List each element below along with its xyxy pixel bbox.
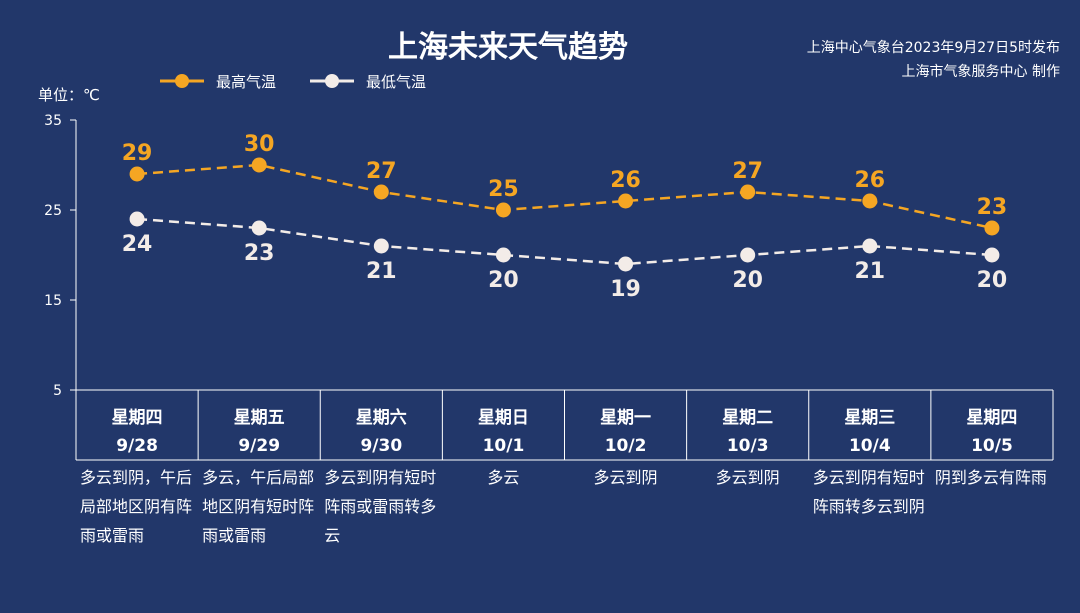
- low-temp-label: 20: [732, 268, 763, 293]
- day-description: 多云: [487, 468, 520, 487]
- high-temp-label: 29: [122, 141, 153, 166]
- day-description: 多云到阴: [593, 468, 658, 487]
- day-weekday: 星期三: [844, 408, 895, 428]
- legend-swatch-high: [160, 74, 204, 88]
- day-date: 9/28: [116, 436, 158, 456]
- high-temp-point: [495, 202, 511, 218]
- legend-label-high: 最高气温: [216, 72, 277, 91]
- issuer-info: 上海中心气象台2023年9月27日5时发布 上海市气象服务中心 制作: [807, 36, 1060, 84]
- legend-swatch-low: [310, 74, 355, 88]
- y-tick-label: 25: [44, 203, 62, 219]
- legend: 最高气温 最低气温: [160, 70, 460, 92]
- day-weekday: 星期四: [966, 408, 1017, 428]
- high-temp-point: [373, 184, 389, 200]
- high-temp-label: 26: [610, 168, 641, 193]
- day-description: 多云到阴有短时阵雨或雷雨转多云: [324, 468, 437, 545]
- high-temp-label: 27: [366, 159, 397, 184]
- low-temp-label: 21: [855, 259, 886, 284]
- high-temp-label: 30: [244, 132, 275, 157]
- low-temp-point: [251, 220, 267, 236]
- day-weekday: 星期二: [722, 408, 773, 428]
- y-tick-label: 35: [44, 113, 62, 129]
- high-temp-point: [251, 157, 267, 173]
- low-temp-label: 21: [366, 259, 397, 284]
- low-temp-point: [129, 211, 145, 227]
- chart-title: 上海未来天气趋势: [388, 30, 628, 65]
- day-date: 10/4: [849, 436, 891, 456]
- day-weekday: 星期日: [478, 408, 529, 428]
- low-temp-label: 20: [488, 268, 519, 293]
- high-temp-point: [862, 193, 878, 209]
- day-date: 10/5: [971, 436, 1013, 456]
- y-tick-label: 5: [53, 383, 62, 399]
- high-temp-label: 23: [977, 195, 1008, 220]
- issuer-line-2: 上海市气象服务中心 制作: [901, 64, 1060, 80]
- legend-item-high: 最高气温: [160, 71, 276, 92]
- high-temp-point: [740, 184, 756, 200]
- low-temp-label: 23: [244, 241, 275, 266]
- low-temp-point: [984, 247, 1000, 263]
- low-temp-point: [740, 247, 756, 263]
- low-temp-label: 19: [610, 277, 641, 302]
- day-description: 多云到阴有短时阵雨转多云到阴: [812, 468, 925, 516]
- low-temp-label: 24: [122, 232, 153, 257]
- high-temp-point: [984, 220, 1000, 236]
- day-weekday: 星期一: [600, 408, 651, 428]
- day-date: 10/2: [605, 436, 647, 456]
- low-temp-point: [495, 247, 511, 263]
- day-date: 9/30: [360, 436, 402, 456]
- day-description: 阴到多云有阵雨: [934, 468, 1047, 487]
- issuer-line-1: 上海中心气象台2023年9月27日5时发布: [806, 40, 1060, 56]
- legend-label-low: 最低气温: [366, 72, 427, 91]
- day-description: 多云到阴，午后局部地区阴有阵雨或雷雨: [80, 468, 193, 545]
- high-temp-label: 26: [855, 168, 886, 193]
- legend-item-low: 最低气温: [310, 71, 426, 92]
- high-temp-label: 27: [732, 159, 763, 184]
- day-date: 9/29: [238, 436, 280, 456]
- low-temp-point: [862, 238, 878, 254]
- high-temp-label: 25: [488, 177, 519, 202]
- unit-label: 单位：℃: [38, 86, 100, 104]
- day-weekday: 星期六: [356, 407, 407, 428]
- high-temp-point: [129, 166, 145, 182]
- low-temp-label: 20: [977, 268, 1008, 293]
- high-temp-line: [136, 163, 993, 230]
- high-temp-point: [618, 193, 634, 209]
- day-weekday: 星期四: [112, 408, 163, 428]
- day-date: 10/1: [483, 436, 525, 456]
- low-temp-point: [373, 238, 389, 254]
- low-temp-point: [618, 256, 634, 272]
- day-date: 10/3: [727, 436, 769, 456]
- day-description: 多云，午后局部地区阴有短时阵雨或雷雨: [202, 468, 315, 545]
- y-tick-label: 15: [44, 293, 62, 309]
- day-weekday: 星期五: [234, 408, 285, 428]
- day-description: 多云到阴: [715, 468, 780, 487]
